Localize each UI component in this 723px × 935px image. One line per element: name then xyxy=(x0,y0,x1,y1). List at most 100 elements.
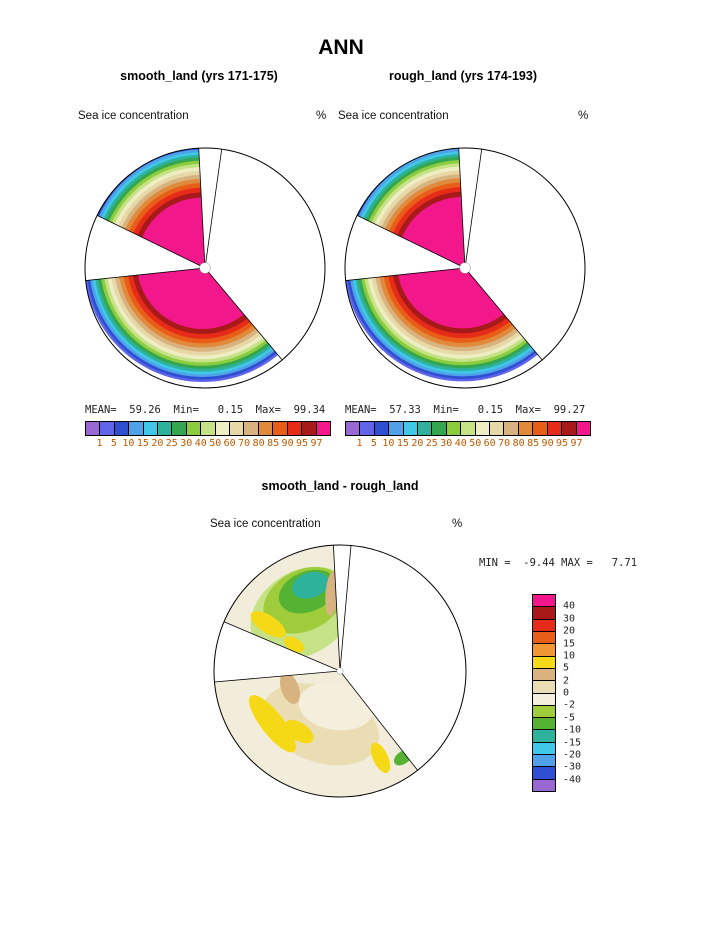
panel-subtitle-rough: rough_land (yrs 174-193) xyxy=(389,69,537,83)
sector-boundary-line xyxy=(458,148,466,269)
field-label-diff: Sea ice concentration xyxy=(210,518,321,530)
colorbar-segment xyxy=(533,618,555,631)
colorbar-segment xyxy=(561,422,576,435)
colorbar-tick-label: 70 xyxy=(238,438,251,449)
plot-rim xyxy=(84,147,326,389)
colorbar-segment xyxy=(99,422,114,435)
colorbar-segment xyxy=(86,422,100,435)
colorbar-segment xyxy=(517,422,533,435)
pole-hole xyxy=(336,667,344,675)
panel-subtitle-smooth: smooth_land (yrs 171-175) xyxy=(120,69,278,83)
colorbar-segment xyxy=(533,778,555,791)
colorbar-tick-label: 15 xyxy=(396,438,409,449)
colorbar-tick-label: -10 xyxy=(563,724,582,736)
colorbar-tick-label: 60 xyxy=(483,438,496,449)
colorbar-segment xyxy=(373,422,389,435)
colorbar-segment xyxy=(214,422,230,435)
colorbar-tick-label: 90 xyxy=(281,438,294,449)
colorbar-tick-label: 40 xyxy=(454,438,467,449)
main-title: ANN xyxy=(318,36,364,59)
colorbar-segment xyxy=(445,422,461,435)
colorbar-tick-label: 20 xyxy=(563,625,576,637)
colorbar-tick-label: 85 xyxy=(267,438,280,449)
sector-boundary-line xyxy=(223,621,341,672)
colorbar-segment xyxy=(533,595,555,607)
polar-plot-diff xyxy=(212,543,468,799)
colorbar-segment xyxy=(546,422,562,435)
colorbar-tick-label: 80 xyxy=(252,438,265,449)
colorbar-segment xyxy=(171,422,186,435)
colorbar-segment xyxy=(533,692,555,705)
colorbar-segment xyxy=(359,422,374,435)
colorbar-tick-label: -20 xyxy=(563,749,582,761)
colorbar-tick-label: -30 xyxy=(563,761,582,773)
sector-boundary-line xyxy=(204,149,223,269)
colorbar-segment xyxy=(474,422,490,435)
unit-label-diff: % xyxy=(452,518,463,530)
colorbar-tick-label: 70 xyxy=(498,438,511,449)
diff-anomaly-blobs xyxy=(250,566,340,660)
colorbar-segment xyxy=(533,643,555,656)
plot-rim xyxy=(213,544,467,798)
colorbar-segment xyxy=(532,422,547,435)
colorbar-smooth: 1 5 10 15 20 25 30 40 50 60 70 80 85 90 95 97 xyxy=(85,421,331,453)
colorbar-tick-label: 30 xyxy=(180,438,193,449)
colorbar-rough: 1 5 10 15 20 25 30 40 50 60 70 80 85 90 95 97 xyxy=(345,421,591,453)
colorbar-segment xyxy=(533,667,555,681)
colorbar-segment xyxy=(286,422,302,435)
sector-boundary-line xyxy=(214,670,341,683)
colorbar-tick-label: 50 xyxy=(209,438,222,449)
colorbar-segment xyxy=(142,422,158,435)
colorbar-segment xyxy=(301,422,316,435)
colorbar-segment xyxy=(243,422,258,435)
colorbar-tick-label: 30 xyxy=(440,438,453,449)
colorbar-tick-label: 15 xyxy=(563,638,576,649)
colorbar-segment xyxy=(503,422,518,435)
colorbar-segment xyxy=(533,606,555,619)
colorbar-tick-label: -15 xyxy=(563,737,582,748)
colorbar-tick-label: 85 xyxy=(527,438,540,449)
colorbar-segment xyxy=(200,422,215,435)
colorbar-segment xyxy=(113,422,129,435)
stats-diff: MIN = -9.44 MAX = 7.71 xyxy=(479,557,638,569)
colorbar-swatches xyxy=(85,421,331,436)
colorbar-tick-label: 15 xyxy=(136,438,149,449)
sector-boundary-line xyxy=(464,149,483,269)
colorbar-segment xyxy=(575,422,590,435)
colorbar-segment xyxy=(533,741,555,755)
colorbar-tick-label: 30 xyxy=(563,613,576,625)
colorbar-tick-label: 10 xyxy=(382,438,395,449)
field-label-rough: Sea ice concentration xyxy=(338,110,449,122)
sector-boundary-line xyxy=(204,267,283,361)
sector-boundary-line xyxy=(356,215,466,269)
colorbar-segment xyxy=(533,754,555,767)
colorbar-segment xyxy=(388,422,403,435)
colorbar-tick-label: 2 xyxy=(563,675,570,687)
colorbar-tick-labels: 1 5 10 15 20 25 30 40 50 60 70 80 85 90 95 97 xyxy=(345,438,591,451)
colorbar-segment xyxy=(533,680,555,693)
field-label-smooth: Sea ice concentration xyxy=(78,110,189,122)
colorbar-segment xyxy=(533,766,555,779)
colorbar-segment xyxy=(533,630,555,644)
colorbar-tick-label: 40 xyxy=(563,600,576,612)
sector-boundary-line xyxy=(345,267,466,281)
colorbar-segment xyxy=(346,422,360,435)
colorbar-segment xyxy=(315,422,330,435)
colorbar-tick-label: 40 xyxy=(194,438,207,449)
colorbar-tick-label: 5 xyxy=(370,438,377,449)
plot-rim xyxy=(344,147,586,389)
panel-subtitle-diff: smooth_land - rough_land xyxy=(261,479,419,493)
colorbar-segment xyxy=(157,422,172,435)
sector-boundary-line xyxy=(339,670,418,771)
colorbar-tick-label: 10 xyxy=(122,438,135,449)
colorbar-tick-label: 60 xyxy=(223,438,236,449)
colorbar-segment xyxy=(229,422,244,435)
colorbar-tick-label: -5 xyxy=(563,712,576,724)
colorbar-swatches xyxy=(532,594,556,792)
colorbar-tick-label: 1 xyxy=(96,438,103,449)
colorbar-tick-labels: 1 5 10 15 20 25 30 40 50 60 70 80 85 90 95 97 xyxy=(85,438,331,451)
smooth_land-svg xyxy=(84,147,326,389)
colorbar-tick-label: 1 xyxy=(356,438,363,449)
colorbar-segment xyxy=(272,422,287,435)
